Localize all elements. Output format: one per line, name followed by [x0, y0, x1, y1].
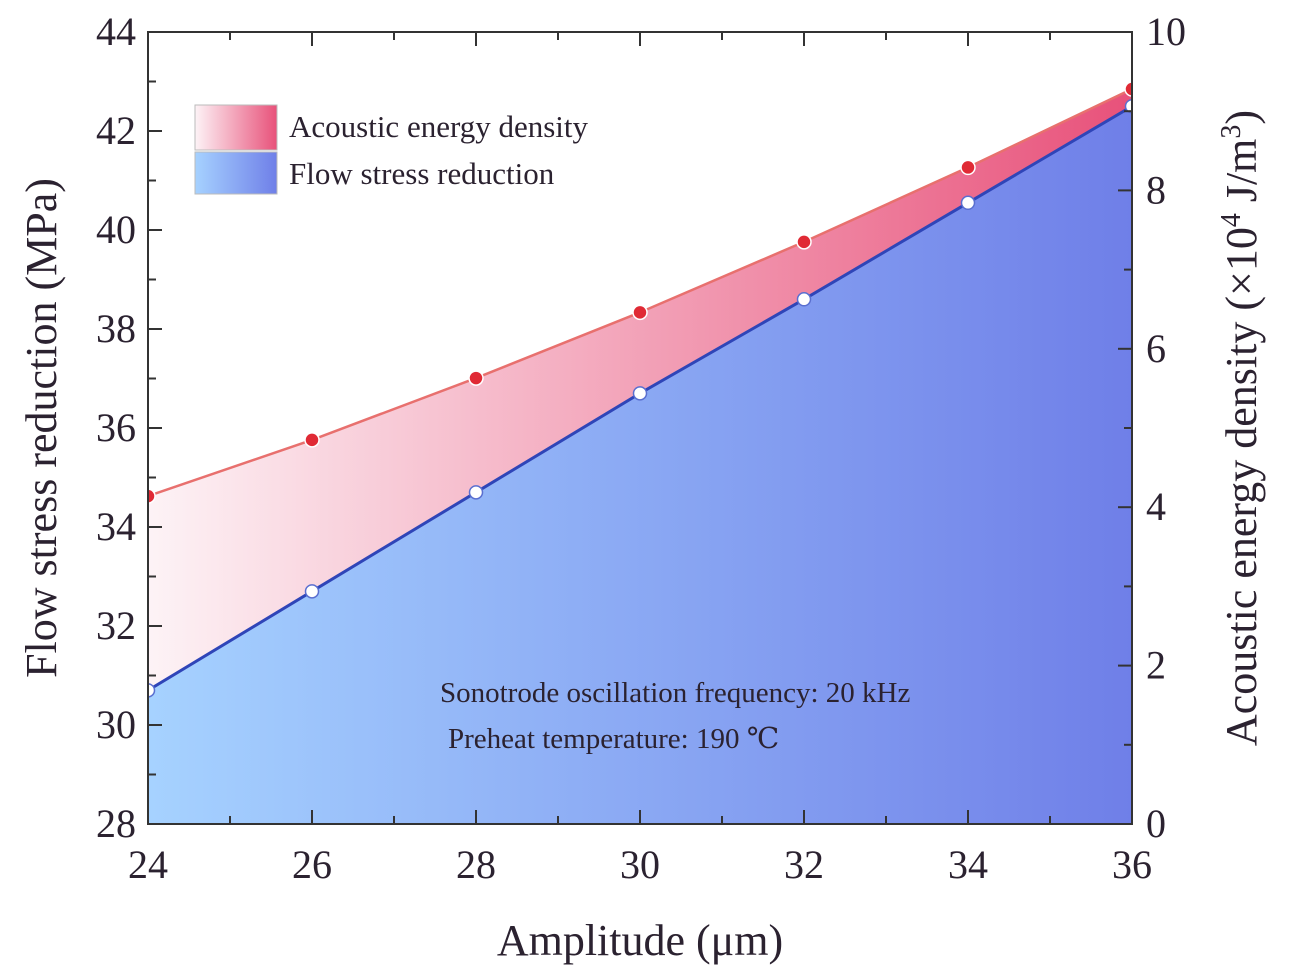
- x-tick-label: 28: [456, 842, 496, 887]
- y2-tick-label: 6: [1146, 326, 1166, 371]
- acoustic-energy-point: [148, 488, 156, 504]
- y-tick-label: 42: [96, 108, 136, 153]
- y-tick-label: 34: [96, 504, 136, 549]
- y2-tick-label: 0: [1146, 801, 1166, 846]
- annotation-preheat-temperature: Preheat temperature: 190 ℃: [448, 723, 779, 755]
- y2-tick-label: 10: [1146, 9, 1186, 54]
- y2-tick-label: 8: [1146, 167, 1166, 212]
- y-tick-label: 28: [96, 801, 136, 846]
- acoustic-energy-point: [304, 432, 320, 448]
- y2-axis-title: Acoustic energy density (×104 J/m3): [1216, 110, 1266, 746]
- x-tick-label: 34: [948, 842, 988, 887]
- y2-tick-label: 4: [1146, 484, 1166, 529]
- x-tick-label: 32: [784, 842, 824, 887]
- y2-tick-label: 2: [1146, 643, 1166, 688]
- x-tick-label: 26: [292, 842, 332, 887]
- flow-stress-point: [148, 683, 156, 698]
- legend: Acoustic energy density Flow stress redu…: [194, 104, 589, 195]
- flow-stress-point: [1124, 99, 1132, 114]
- acoustic-energy-point: [632, 304, 648, 321]
- acoustic-energy-point: [960, 159, 976, 176]
- x-tick-label: 24: [128, 842, 168, 887]
- x-axis-title: Amplitude (μm): [497, 916, 783, 965]
- y-tick-label: 32: [96, 603, 136, 648]
- flow-stress-point: [796, 292, 812, 307]
- annotation-frequency: Sonotrode oscillation frequency: 20 kHz: [440, 677, 910, 709]
- x-tick-label: 36: [1112, 842, 1152, 887]
- legend-swatch-acoustic-energy-density: [194, 104, 278, 151]
- y-axis-title: Flow stress reduction (MPa): [17, 178, 66, 678]
- flow-stress-point: [468, 485, 484, 500]
- y-tick-label: 36: [96, 405, 136, 450]
- y-tick-label: 30: [96, 702, 136, 747]
- x-tick-label: 30: [620, 842, 660, 887]
- y-tick-label: 38: [96, 306, 136, 351]
- flow-stress-point: [304, 584, 320, 599]
- acoustic-energy-point: [1124, 81, 1132, 97]
- flow-stress-area: [148, 106, 1132, 824]
- acoustic-energy-point: [796, 234, 812, 250]
- legend-swatch-flow-stress-reduction: [194, 151, 278, 195]
- acoustic-energy-point: [468, 370, 484, 386]
- y-tick-label: 40: [96, 207, 136, 252]
- y-tick-label: 44: [96, 9, 136, 54]
- flow-stress-point: [632, 386, 648, 401]
- flow-stress-point: [960, 195, 976, 211]
- legend-label-acoustic-energy-density: Acoustic energy density: [289, 109, 589, 144]
- legend-label-flow-stress-reduction: Flow stress reduction: [289, 156, 555, 191]
